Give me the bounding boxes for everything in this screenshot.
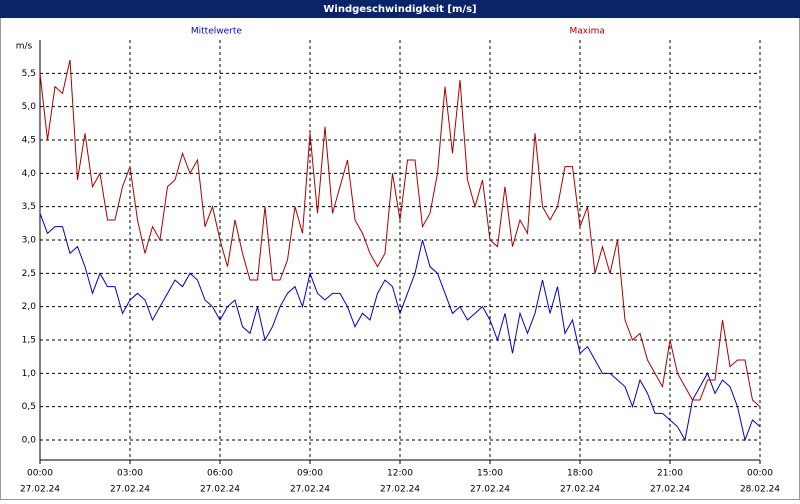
x-tick-label: 12:00 bbox=[387, 469, 413, 479]
y-tick-label: 3,0 bbox=[22, 236, 37, 246]
y-tick-label: 2,0 bbox=[22, 302, 37, 312]
legend-label: Maxima bbox=[570, 27, 605, 37]
x-tick-label: 00:00 bbox=[747, 469, 773, 479]
series-line bbox=[39, 59, 761, 408]
x-tick-label: 27.02.24 bbox=[650, 485, 690, 495]
y-tick-label: 5,0 bbox=[22, 102, 37, 112]
y-tick-label: 4,5 bbox=[22, 136, 36, 146]
y-tick-label: 1,0 bbox=[22, 369, 37, 379]
x-tick-label: 27.02.24 bbox=[200, 485, 240, 495]
series-line bbox=[39, 213, 761, 442]
y-tick-label: 1,5 bbox=[22, 336, 36, 346]
x-tick-label: 28.02.24 bbox=[740, 485, 780, 495]
x-tick-label: 00:00 bbox=[27, 469, 53, 479]
legend-label: Mittelwerte bbox=[191, 27, 242, 37]
y-axis-label: m/s bbox=[16, 42, 33, 52]
x-tick-label: 06:00 bbox=[207, 469, 233, 479]
y-tick-label: 2,5 bbox=[22, 269, 36, 279]
y-tick-label: 0,0 bbox=[22, 436, 37, 446]
x-tick-label: 15:00 bbox=[477, 469, 503, 479]
x-tick-label: 21:00 bbox=[657, 469, 683, 479]
x-tick-label: 27.02.24 bbox=[380, 485, 420, 495]
y-tick-label: 0,5 bbox=[22, 402, 36, 412]
x-tick-label: 27.02.24 bbox=[290, 485, 330, 495]
x-tick-label: 27.02.24 bbox=[470, 485, 510, 495]
title-bar bbox=[0, 0, 800, 18]
chart-title: Windgeschwindigkeit [m/s] bbox=[323, 4, 476, 15]
x-tick-label: 27.02.24 bbox=[110, 485, 150, 495]
y-tick-label: 3,5 bbox=[22, 202, 36, 212]
y-tick-label: 5,5 bbox=[22, 69, 36, 79]
x-tick-label: 27.02.24 bbox=[560, 485, 600, 495]
x-tick-label: 03:00 bbox=[117, 469, 143, 479]
x-tick-label: 18:00 bbox=[567, 469, 593, 479]
x-tick-label: 27.02.24 bbox=[20, 485, 60, 495]
x-tick-label: 09:00 bbox=[297, 469, 323, 479]
y-tick-label: 4,0 bbox=[22, 169, 37, 179]
